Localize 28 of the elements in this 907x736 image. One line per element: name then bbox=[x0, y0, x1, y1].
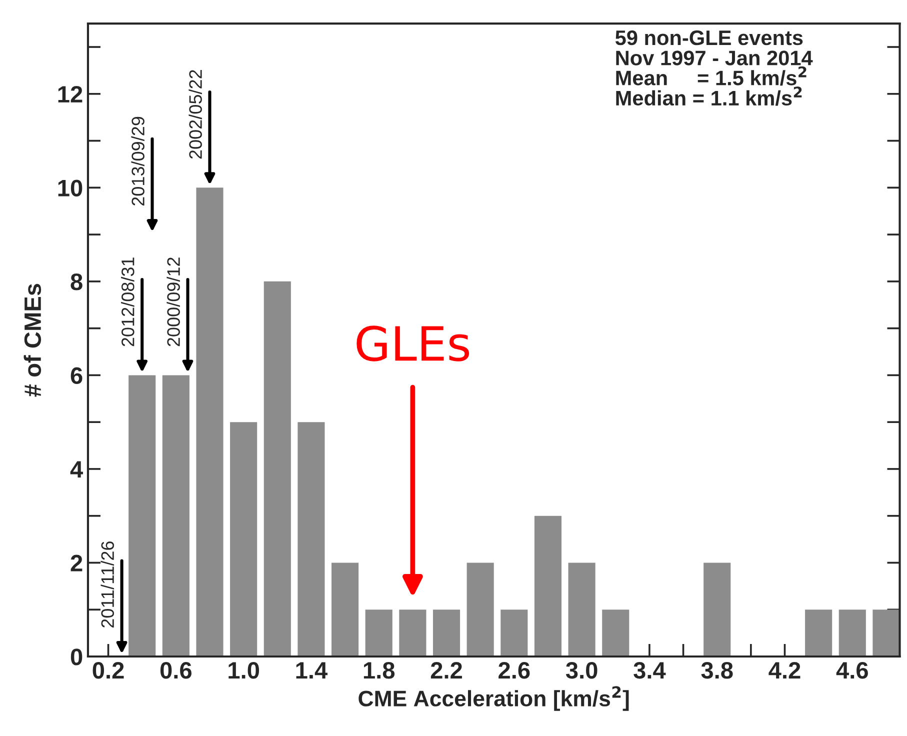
x-tick-label: 3.0 bbox=[566, 662, 598, 679]
annotation: 59 non-GLE events Nov 1997 - Jan 2014 Mean = 1.5 km/s$^{2}$ Median = 1.1 km/s$^{2}$ bbox=[615, 30, 813, 106]
y-tick-label: 6 bbox=[70, 367, 82, 384]
y-tick-label: 4 bbox=[70, 461, 83, 478]
y-tick-label: 12 bbox=[58, 86, 82, 102]
annotation: 2000/09/12 bbox=[166, 258, 180, 346]
x-tick-label: 2.2 bbox=[430, 662, 462, 678]
x-tick-label: 3.8 bbox=[701, 662, 733, 679]
y-tick-label: 0 bbox=[70, 648, 82, 666]
x-tick-label: 1.4 bbox=[296, 662, 328, 678]
x-axis-title: CME Acceleration [km/s$^{2}$] bbox=[358, 686, 629, 711]
x-tick-label: 1.8 bbox=[364, 662, 395, 679]
annotation: 2011/11/26 bbox=[100, 541, 114, 628]
y-tick-label: 8 bbox=[70, 273, 82, 290]
x-tick-label: 1.0 bbox=[228, 662, 260, 679]
x-tick-label: 0.6 bbox=[160, 662, 192, 679]
x-tick-label: 0.2 bbox=[92, 662, 124, 679]
y-tick-label: 10 bbox=[58, 180, 82, 196]
y-axis-title: # of CMEs bbox=[24, 284, 42, 397]
y-tick-label: 2 bbox=[70, 554, 82, 572]
annotation: GLEs bbox=[356, 326, 470, 362]
annotation: 2013/09/29 bbox=[131, 116, 144, 206]
x-tick-label: 4.2 bbox=[768, 662, 800, 678]
x-tick-label: 3.4 bbox=[634, 662, 666, 679]
x-tick-label: 2.6 bbox=[498, 662, 530, 679]
x-tick-label: 4.6 bbox=[836, 662, 868, 679]
annotation: 2002/05/22 bbox=[188, 70, 202, 159]
annotation: 2012/08/31 bbox=[121, 258, 134, 346]
